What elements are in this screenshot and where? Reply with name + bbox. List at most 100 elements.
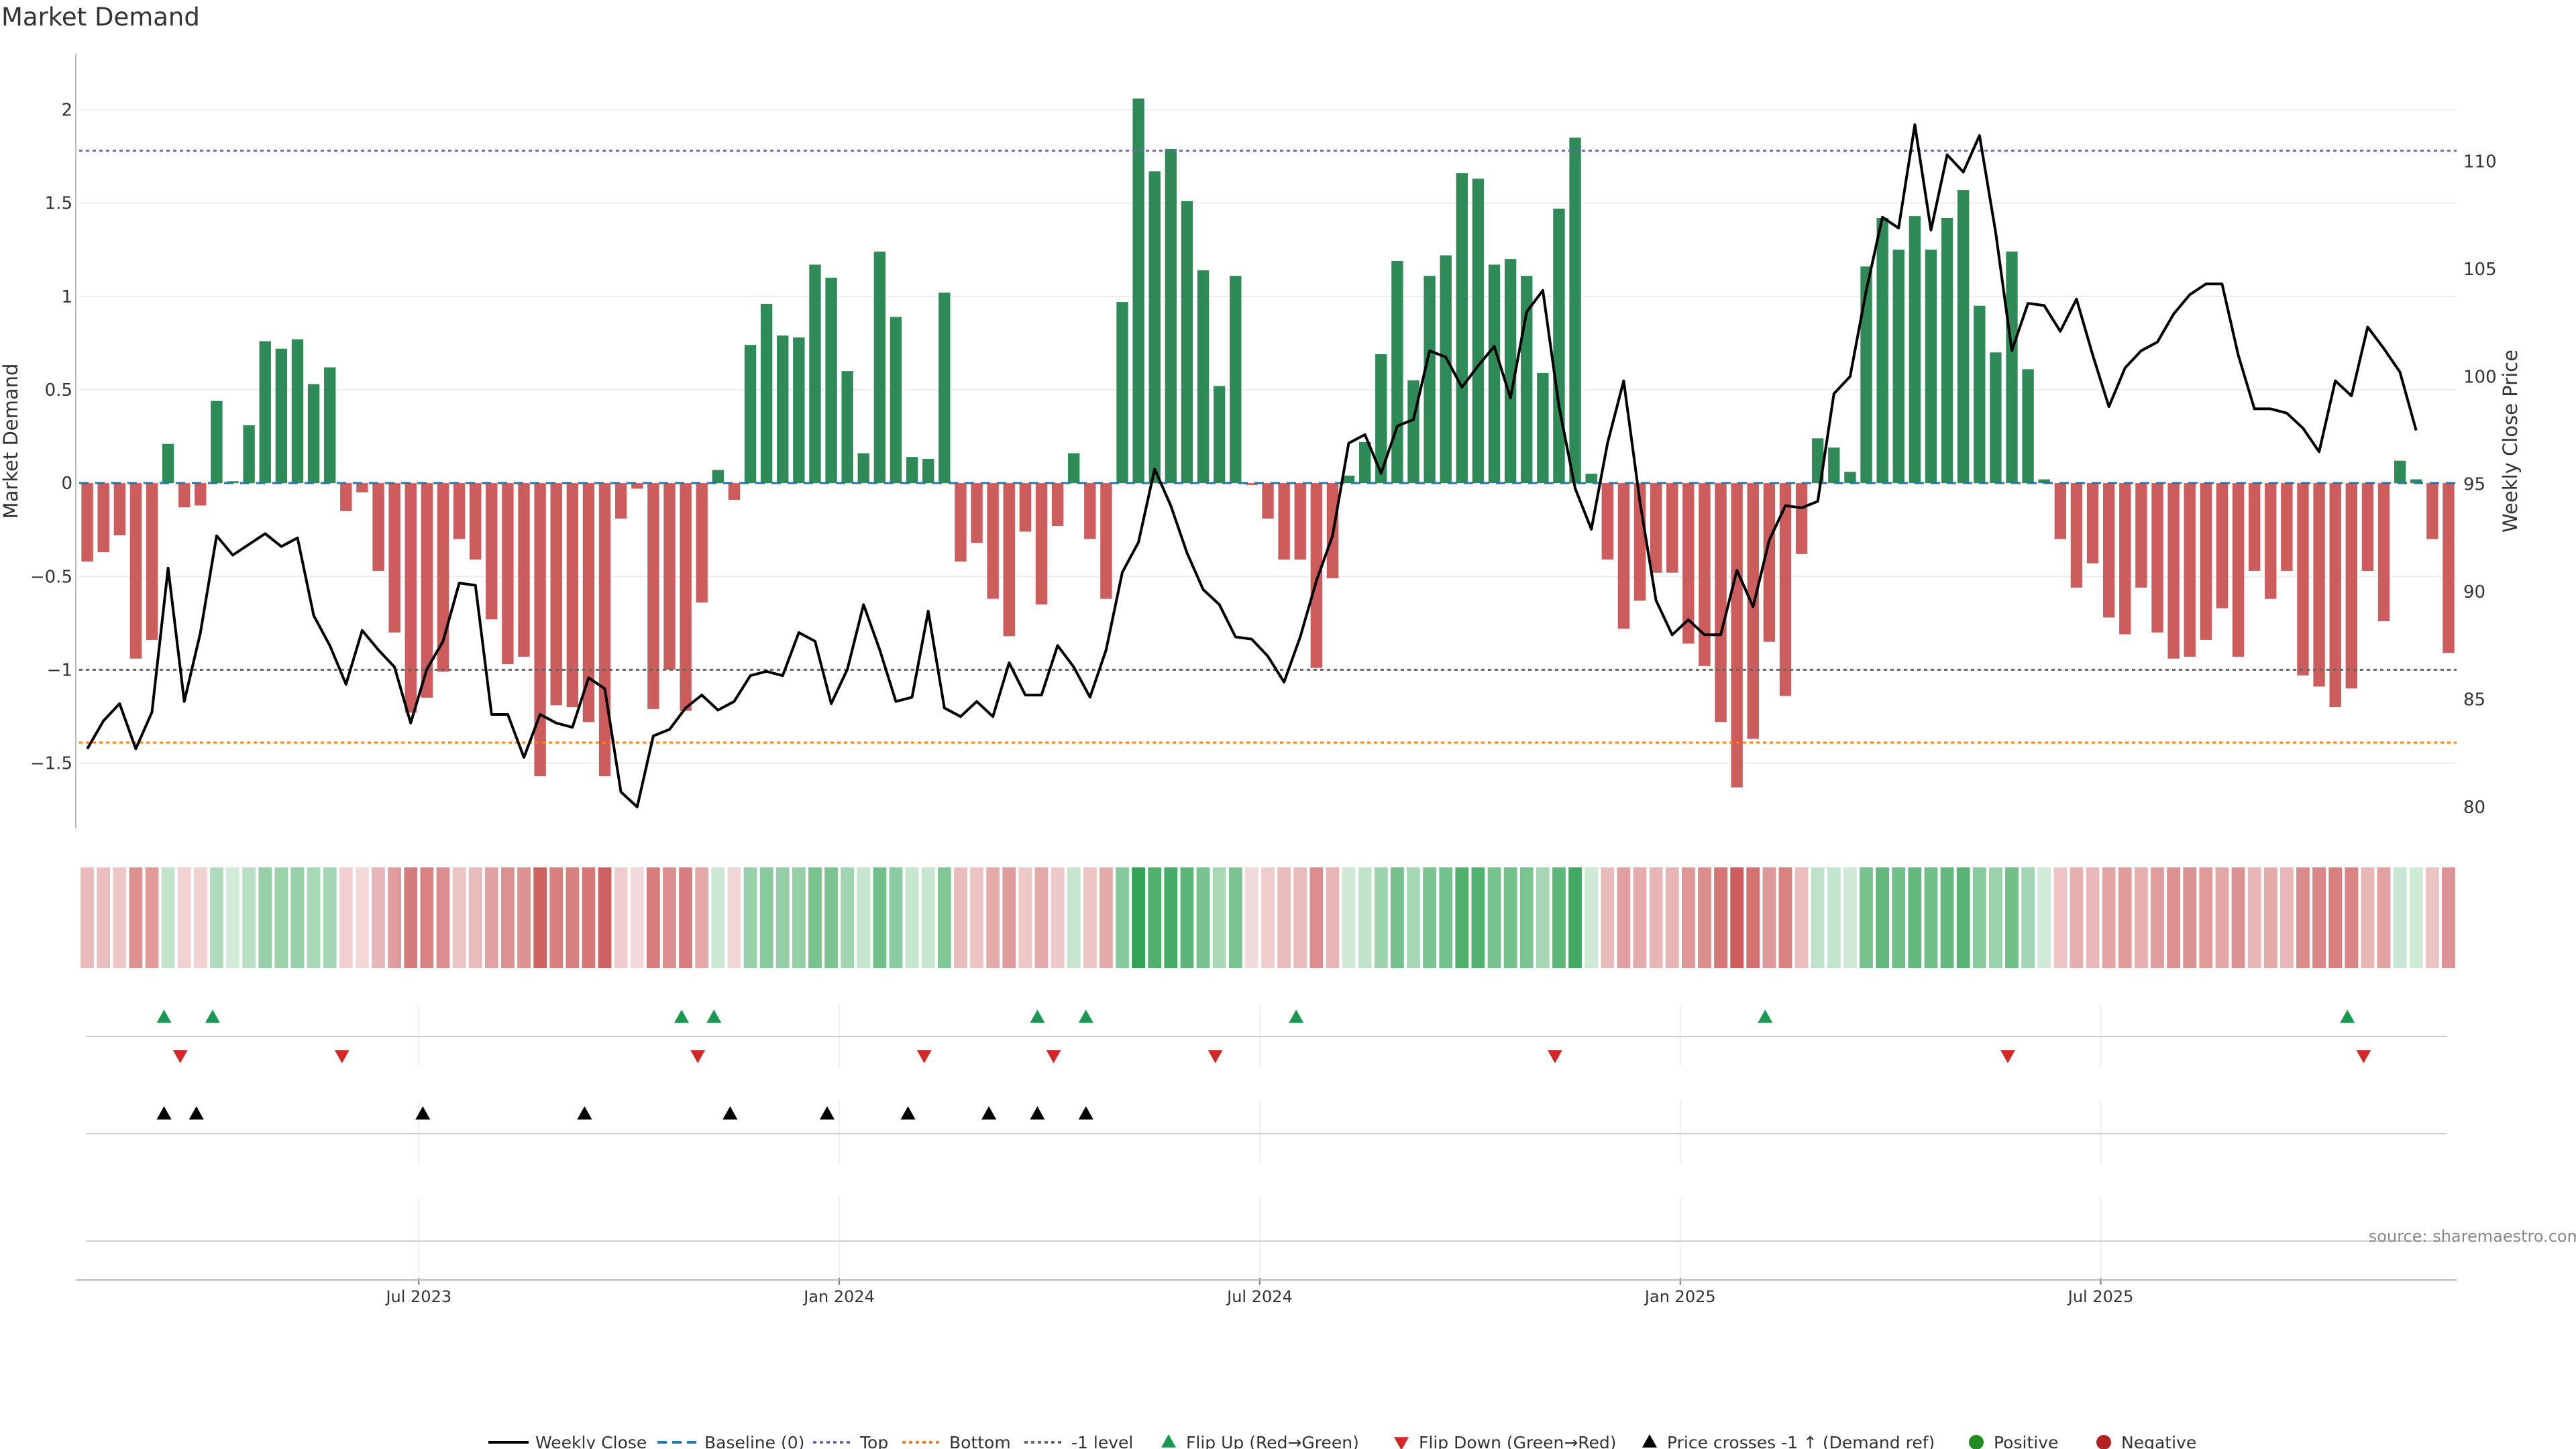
demand-bar [453,483,466,539]
demand-bar [1375,354,1387,484]
heat-strip-cell [339,867,353,968]
demand-bar [631,483,643,489]
y2-axis-title: Weekly Close Price [2499,350,2522,533]
demand-bar [550,483,562,706]
demand-bar [1246,483,1258,485]
demand-bar [1779,483,1792,696]
heat-strip-cell [889,867,903,968]
heat-strip-cell [1876,867,1890,968]
heat-strip-cell [857,867,871,968]
legend-label: Baseline (0) [704,1433,804,1449]
demand-bar [1957,190,1970,484]
heat-strip-cell [1778,867,1792,968]
heat-strip-cell [1487,867,1501,968]
demand-bar [614,483,627,519]
demand-bar [1504,259,1517,484]
heat-strip-cell [290,867,305,968]
y-axis-title: Market Demand [0,364,22,519]
heat-strip-cell [1665,867,1679,968]
demand-bar [1715,483,1727,722]
heat-strip-cell [549,867,564,968]
demand-bar [1358,441,1371,484]
price-cross-marker [981,1106,997,1120]
heat-strip-cell [1083,867,1097,968]
legend-label: Positive [1994,1433,2058,1449]
legend-swatch [1161,1434,1176,1448]
demand-bar [1262,483,1274,519]
heat-strip-cell [921,867,935,968]
legend-label: Weekly Close [535,1433,647,1449]
heat-strip-cell [1180,867,1194,968]
heat-strip-cell [2053,867,2068,968]
heat-strip-cell [1018,867,1032,968]
demand-bar [2313,483,2325,687]
flip-down-marker [2000,1050,2015,1063]
legend-label: -1 level [1071,1433,1133,1449]
demand-bar [1310,483,1323,668]
heat-strip-cell [1940,867,1954,968]
heat-strip-cell [1164,867,1178,968]
heat-strip-cell [1585,867,1599,968]
heat-strip-cell [1649,867,1663,968]
demand-bar [2119,483,2131,635]
heat-strip-cell [1519,867,1534,968]
demand-bar [1990,352,2002,484]
heat-strip-cell [630,867,644,968]
heat-strip-cell [161,867,175,968]
y-tick-label: 0 [61,474,72,494]
demand-bar [1100,483,1112,599]
demand-bar [2216,483,2229,608]
heat-strip-cell [1601,867,1615,968]
demand-bar [1553,209,1565,484]
demand-bar [728,483,741,500]
demand-bar [1035,483,1048,605]
heat-strip-cell [2037,867,2051,968]
heat-strip-cell [1002,867,1016,968]
demand-bar [1148,171,1161,484]
heat-strip-cell [323,867,337,968]
heat-strip-cell [1245,867,1258,968]
demand-bar [1892,250,1904,484]
demand-bar [146,483,158,640]
demand-bar [825,277,837,484]
flip-up-marker [156,1010,172,1023]
heat-strip-cell [970,867,983,968]
flip-down-marker [172,1050,188,1063]
heat-strip-cell [2361,867,2375,968]
x-tick-label: Jan 2024 [802,1287,875,1306]
demand-bar [1116,302,1128,484]
heat-strip-cell [2102,867,2116,968]
demand-bar [598,483,611,777]
x-tick-label: Jan 2025 [1644,1287,1716,1306]
heat-strip-cell [177,867,191,968]
heat-strip-cell [97,867,111,968]
flip-up-marker [706,1010,722,1023]
demand-bar [2038,479,2050,484]
heat-strip-cell [937,867,951,968]
heat-strip-cell [905,867,919,968]
flip-down-marker [690,1050,706,1063]
demand-bar [2102,483,2115,618]
flip-down-marker [1046,1050,1061,1063]
heat-strip-cell [1956,867,1970,968]
heat-strip-cell [759,867,773,968]
heat-strip-cell [2215,867,2229,968]
price-cross-marker [577,1106,592,1120]
legend-swatch [2096,1435,2111,1449]
demand-bar [841,371,853,484]
heat-strip-cell [372,867,385,968]
heat-strip-cell [1794,867,1809,968]
demand-bar [2070,483,2083,588]
demand-bar [1051,483,1064,527]
heat-strip-cell [2086,867,2100,968]
demand-bar [1585,474,1597,484]
demand-bar [2345,483,2357,689]
flip-up-marker [674,1010,690,1023]
price-cross-marker [156,1106,172,1120]
heat-strip-cell [1568,867,1582,968]
demand-bar [195,483,207,506]
demand-bar [1650,483,1662,573]
heat-strip-cell [1681,867,1695,968]
flip-down-marker [916,1050,932,1063]
heat-strip-cell [2279,867,2294,968]
